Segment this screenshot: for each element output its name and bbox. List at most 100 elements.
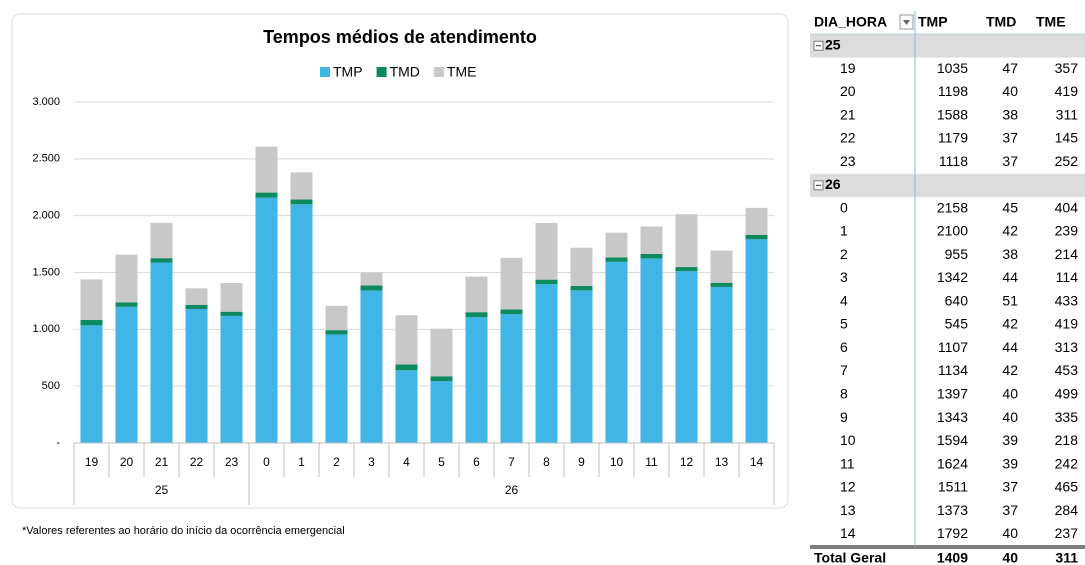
x-tick-label: 6	[473, 455, 480, 469]
cell: 218	[1055, 432, 1079, 448]
bar-segment	[80, 325, 103, 443]
bar-segment	[255, 146, 278, 193]
bar-segment	[500, 257, 523, 310]
x-tick-label: 10	[610, 455, 624, 469]
row-label: 9	[840, 409, 848, 425]
bar-segment	[605, 232, 628, 258]
cell: 45	[1002, 199, 1018, 215]
cell: 37	[1002, 153, 1018, 169]
cell: 38	[1002, 246, 1018, 262]
cell: 242	[1055, 455, 1079, 471]
bar-segment	[395, 364, 418, 371]
bar-segment	[710, 282, 733, 287]
cell: 453	[1055, 362, 1079, 378]
bar-segment	[710, 286, 733, 443]
bar-segment	[745, 239, 768, 443]
row-label: 12	[840, 479, 856, 495]
cell: 40	[1002, 83, 1018, 99]
legend-label: TME	[447, 64, 477, 80]
group-label: 25	[155, 483, 169, 497]
cell: 955	[945, 246, 969, 262]
x-tick-label: 4	[403, 455, 410, 469]
row-label: 22	[840, 130, 856, 146]
cell: 1179	[938, 130, 968, 146]
row-label: 14	[840, 525, 856, 541]
cell: 1373	[937, 502, 968, 518]
row-label: 0	[840, 199, 848, 215]
row-label: 7	[840, 362, 848, 378]
cell: 499	[1055, 385, 1079, 401]
bar-segment	[535, 222, 558, 280]
y-tick-label: 3.000	[32, 96, 60, 108]
cell: 311	[1056, 106, 1079, 122]
bar-segment	[150, 258, 173, 263]
bar-segment	[570, 285, 593, 291]
cell: 545	[945, 316, 969, 332]
cell: 284	[1055, 502, 1079, 518]
row-label: 2	[840, 246, 848, 262]
group-label: 26	[505, 483, 519, 497]
cell: 47	[1002, 60, 1018, 76]
bar-segment	[430, 376, 453, 382]
cell: 40	[1002, 385, 1018, 401]
row-label: 1	[840, 223, 848, 239]
total-cell: 1409	[937, 549, 968, 565]
cell: 51	[1002, 292, 1018, 308]
legend-swatch	[433, 67, 444, 77]
row-label: 21	[840, 106, 856, 122]
bar-segment	[255, 197, 278, 443]
y-tick-label: 2.500	[32, 153, 60, 165]
group-row	[810, 34, 1085, 58]
cell: 145	[1055, 130, 1079, 146]
bar-segment	[290, 172, 313, 200]
cell: 1118	[939, 153, 968, 169]
bar-segment	[115, 254, 138, 303]
x-tick-label: 12	[680, 455, 694, 469]
cell: 1342	[937, 269, 968, 285]
cell: 1792	[937, 525, 968, 541]
bar-segment	[430, 381, 453, 443]
cell: 237	[1055, 525, 1079, 541]
cell: 252	[1055, 153, 1079, 169]
cell: 39	[1002, 432, 1018, 448]
total-label: Total Geral	[814, 549, 886, 565]
cell: 419	[1055, 83, 1079, 99]
row-label: 10	[840, 432, 856, 448]
x-tick-label: 3	[368, 455, 375, 469]
cell: 214	[1055, 246, 1079, 262]
cell: 1134	[938, 362, 968, 378]
x-tick-label: 5	[438, 455, 445, 469]
cell: 42	[1002, 316, 1018, 332]
cell: 419	[1055, 316, 1079, 332]
filter-arrow[interactable]	[903, 20, 910, 25]
bar-segment	[255, 192, 278, 198]
bar-segment	[290, 204, 313, 443]
cell: 42	[1002, 223, 1018, 239]
cell: 38	[1002, 106, 1018, 122]
column-header: TMP	[918, 13, 948, 29]
cell: 335	[1055, 409, 1079, 425]
bar-segment	[710, 250, 733, 283]
bar-segment	[220, 283, 243, 312]
bar-segment	[500, 309, 523, 315]
cell: 1624	[937, 455, 968, 471]
row-label: 8	[840, 385, 848, 401]
group-label: 26	[825, 176, 841, 192]
row-label: 3	[840, 269, 848, 285]
bar-segment	[675, 267, 698, 272]
cell: 404	[1055, 199, 1079, 215]
cell: 239	[1055, 223, 1079, 239]
bar-segment	[115, 302, 138, 307]
cell: 40	[1002, 525, 1018, 541]
bar-segment	[325, 305, 348, 331]
y-tick-label: 1.000	[32, 323, 60, 335]
filter-button[interactable]	[899, 14, 914, 30]
bar-segment	[290, 199, 313, 205]
row-label: 20	[840, 83, 856, 99]
bar-segment	[395, 315, 418, 365]
x-tick-label: 22	[190, 455, 204, 469]
bar-segment	[360, 290, 383, 443]
x-tick-label: 20	[120, 455, 134, 469]
bar-segment	[360, 272, 383, 286]
